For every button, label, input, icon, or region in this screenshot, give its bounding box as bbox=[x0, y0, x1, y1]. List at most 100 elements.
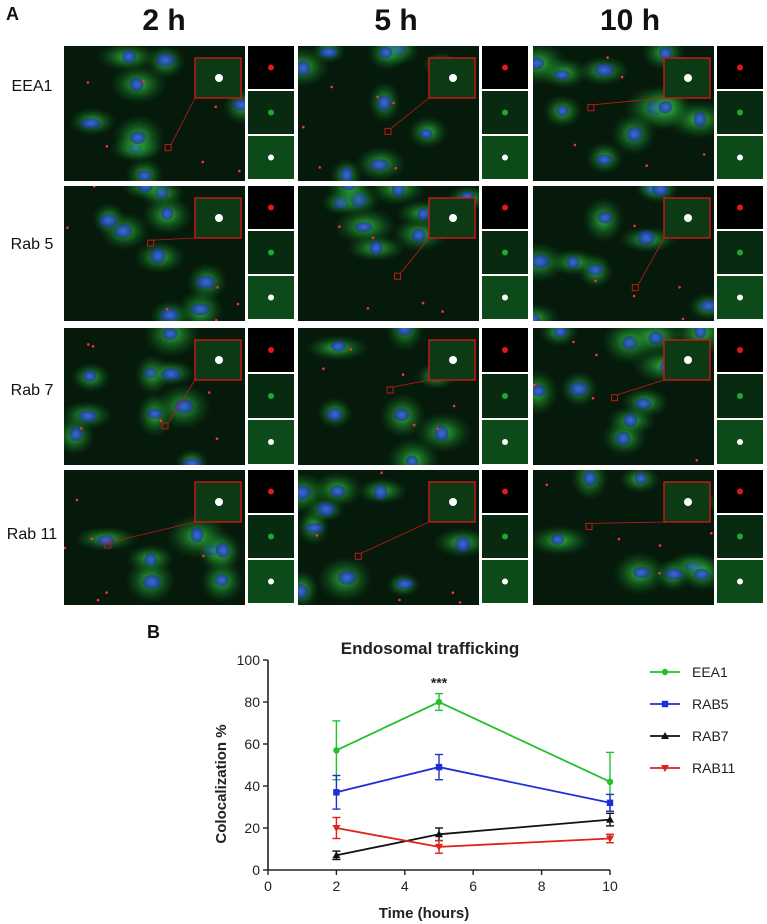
channel-thumbnail-eea1-5h-1 bbox=[482, 46, 528, 89]
channel-thumbnail-eea1-10h-1 bbox=[717, 46, 763, 89]
data-point-rab11 bbox=[606, 835, 614, 843]
channel-thumbnail-rab5-10h-1 bbox=[717, 186, 763, 229]
row-header-rab5: Rab 5 bbox=[10, 236, 54, 253]
series-rab5 bbox=[332, 753, 614, 812]
data-point-rab11 bbox=[435, 843, 443, 851]
micrograph-rab11-5h bbox=[298, 470, 479, 605]
channel-thumbnail-rab7-2h-3 bbox=[248, 420, 294, 464]
legend-marker-rab7 bbox=[661, 732, 669, 739]
data-point-eea1 bbox=[333, 747, 340, 754]
chart-title: Endosomal trafficking bbox=[341, 640, 520, 658]
micrograph-eea1-10h bbox=[533, 46, 714, 181]
data-point-rab7 bbox=[606, 815, 614, 823]
series-line-rab5 bbox=[336, 766, 611, 804]
micrograph-eea1-2h bbox=[64, 46, 245, 181]
data-point-rab7 bbox=[435, 830, 443, 838]
micrograph-rab5-2h bbox=[64, 186, 245, 321]
column-header-5h: 5 h bbox=[374, 4, 418, 37]
micrograph-rab5-5h bbox=[298, 186, 479, 321]
channel-thumbnail-rab5-5h-1 bbox=[482, 186, 528, 229]
x-axis-label: Time (hours) bbox=[379, 905, 470, 922]
channel-thumbnail-rab7-10h-3 bbox=[717, 420, 763, 464]
channel-thumbnail-rab5-2h-3 bbox=[248, 276, 294, 319]
micrograph-rab7-5h bbox=[298, 328, 479, 465]
channel-thumbnail-eea1-5h-2 bbox=[482, 91, 528, 134]
micrograph-eea1-5h bbox=[298, 46, 479, 181]
channel-thumbnail-rab11-2h-2 bbox=[248, 515, 294, 558]
channel-thumbnail-rab11-5h-3 bbox=[482, 560, 528, 603]
series-eea1 bbox=[332, 692, 614, 812]
legend-marker-rab5 bbox=[661, 700, 669, 708]
x-tick-label: 10 bbox=[602, 878, 618, 894]
channel-thumbnail-eea1-2h-3 bbox=[248, 136, 294, 179]
data-point-rab5 bbox=[333, 789, 340, 796]
legend-label-rab7: RAB7 bbox=[692, 728, 729, 744]
y-tick-label: 40 bbox=[244, 778, 260, 794]
channel-thumbnail-rab11-2h-1 bbox=[248, 470, 294, 513]
series-line-rab7 bbox=[336, 818, 611, 857]
channel-thumbnail-rab7-2h-2 bbox=[248, 374, 294, 418]
channel-thumbnail-rab7-5h-1 bbox=[482, 328, 528, 372]
channel-thumbnail-rab7-5h-2 bbox=[482, 374, 528, 418]
column-header-10h: 10 h bbox=[599, 4, 661, 37]
legend-entry-rab5: RAB5 bbox=[650, 696, 729, 712]
channel-thumbnail-eea1-2h-1 bbox=[248, 46, 294, 89]
significance-annotation: *** bbox=[431, 675, 448, 691]
y-tick-label: 20 bbox=[244, 820, 260, 836]
channel-thumbnail-rab5-10h-2 bbox=[717, 231, 763, 274]
data-point-eea1 bbox=[606, 778, 614, 785]
row-header-eea1: EEA1 bbox=[11, 78, 53, 95]
micrograph-rab7-2h bbox=[64, 328, 245, 465]
channel-thumbnail-rab5-2h-1 bbox=[248, 186, 294, 229]
channel-thumbnail-rab11-2h-3 bbox=[248, 560, 294, 603]
channel-thumbnail-rab5-10h-3 bbox=[717, 276, 763, 319]
legend-label-eea1: EEA1 bbox=[692, 664, 728, 680]
micrograph-rab5-10h bbox=[533, 186, 714, 321]
channel-thumbnail-rab7-10h-2 bbox=[717, 374, 763, 418]
channel-thumbnail-eea1-2h-2 bbox=[248, 91, 294, 134]
row-header-rab11: Rab 11 bbox=[6, 526, 58, 543]
channel-thumbnail-rab11-5h-2 bbox=[482, 515, 528, 558]
y-tick-label: 60 bbox=[244, 736, 260, 752]
data-point-rab7 bbox=[332, 851, 341, 859]
micrograph-rab7-10h bbox=[533, 328, 714, 465]
y-axis-label: Colocalization % bbox=[213, 724, 230, 843]
series-rab11 bbox=[332, 816, 614, 854]
channel-thumbnail-rab5-2h-2 bbox=[248, 231, 294, 274]
micrograph-rab11-2h bbox=[64, 470, 245, 605]
data-point-rab11 bbox=[332, 825, 341, 832]
row-header-rab7: Rab 7 bbox=[10, 382, 54, 399]
endosomal-trafficking-chart: Endosomal trafficking Colocalization % T… bbox=[213, 640, 736, 922]
channel-thumbnail-eea1-10h-2 bbox=[717, 91, 763, 134]
channel-thumbnail-rab11-10h-2 bbox=[717, 515, 763, 558]
legend-entry-eea1: EEA1 bbox=[650, 664, 728, 680]
series-line-eea1 bbox=[336, 701, 611, 783]
channel-thumbnail-rab7-10h-1 bbox=[717, 328, 763, 372]
x-tick-label: 4 bbox=[401, 878, 409, 894]
legend-label-rab5: RAB5 bbox=[692, 696, 729, 712]
y-tick-label: 100 bbox=[237, 652, 261, 668]
x-tick-label: 6 bbox=[469, 878, 477, 894]
channel-thumbnail-rab5-5h-3 bbox=[482, 276, 528, 319]
y-tick-label: 0 bbox=[252, 862, 260, 878]
channel-thumbnail-rab11-10h-3 bbox=[717, 560, 763, 603]
channel-thumbnail-eea1-5h-3 bbox=[482, 136, 528, 179]
legend-label-rab11: RAB11 bbox=[692, 760, 736, 776]
legend-marker-eea1 bbox=[661, 668, 669, 676]
data-point-rab5 bbox=[606, 799, 614, 806]
y-tick-label: 80 bbox=[244, 694, 260, 710]
micrograph-rab11-10h bbox=[533, 470, 714, 605]
x-tick-label: 0 bbox=[264, 878, 272, 894]
channel-thumbnail-eea1-10h-3 bbox=[717, 136, 763, 179]
channel-thumbnail-rab11-5h-1 bbox=[482, 470, 528, 513]
legend-entry-rab7: RAB7 bbox=[650, 728, 729, 744]
channel-thumbnail-rab7-5h-3 bbox=[482, 420, 528, 464]
channel-thumbnail-rab7-2h-1 bbox=[248, 328, 294, 372]
series-rab7 bbox=[332, 812, 614, 861]
channel-thumbnail-rab5-5h-2 bbox=[482, 231, 528, 274]
legend-marker-rab11 bbox=[661, 765, 669, 772]
panel-a-letter: A bbox=[6, 4, 19, 24]
data-point-eea1 bbox=[435, 698, 443, 706]
x-tick-label: 8 bbox=[538, 878, 546, 894]
legend-entry-rab11: RAB11 bbox=[650, 760, 736, 776]
